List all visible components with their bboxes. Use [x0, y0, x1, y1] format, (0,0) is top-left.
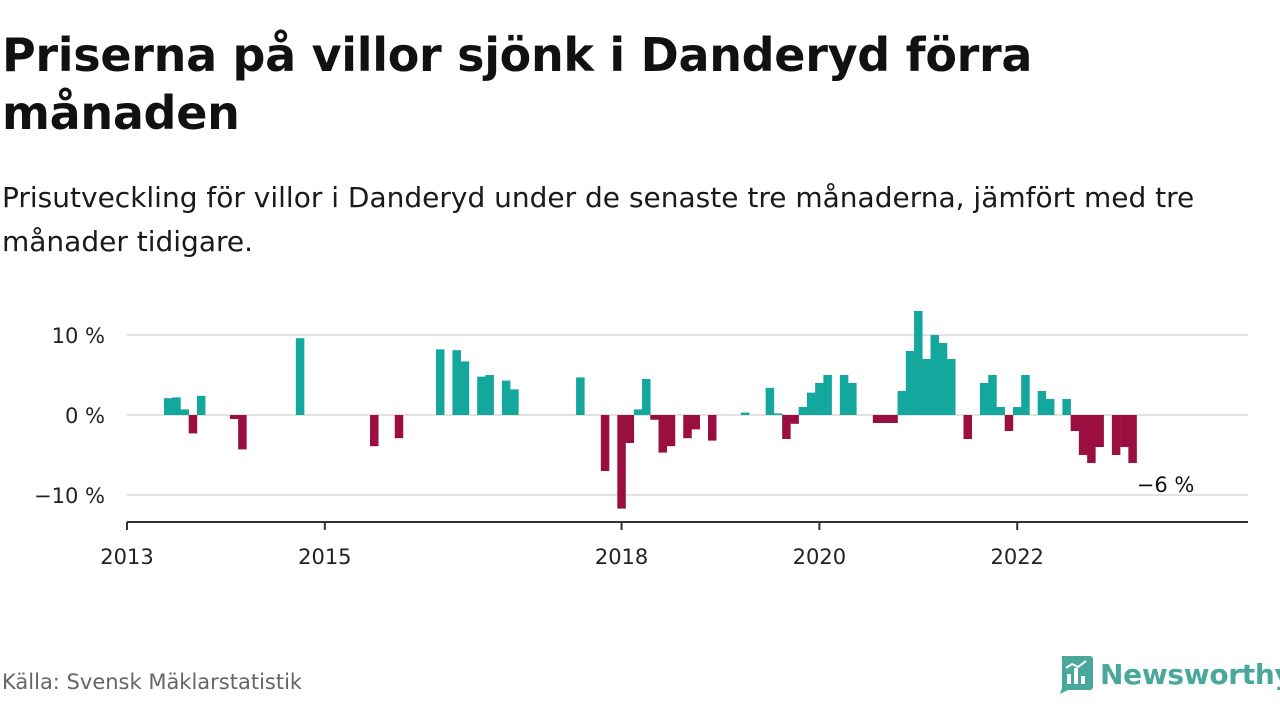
bar: [172, 397, 181, 415]
bar: [914, 311, 923, 415]
bar: [238, 415, 247, 450]
bar: [435, 349, 445, 415]
bars: [163, 311, 1137, 509]
bar: [798, 407, 808, 415]
y-axis: 10 % 0 % −10 %: [34, 324, 105, 508]
bar: [370, 415, 379, 447]
bar: [707, 415, 717, 441]
bar: [650, 415, 659, 420]
bar: [188, 415, 198, 434]
bar: [881, 415, 890, 423]
x-axis: 2013 2015 2018 2020 2022: [100, 521, 1248, 569]
bar: [790, 415, 799, 424]
bar: [1087, 415, 1096, 463]
bar: [773, 413, 783, 415]
bar: [765, 387, 775, 415]
bar-chart: 10 % 0 % −10 % 2013 2015 2018 2020 2022 −6 %: [34, 311, 1248, 569]
bar: [1004, 415, 1014, 431]
bar: [782, 415, 791, 439]
bar: [642, 379, 651, 415]
bar: [1120, 415, 1129, 447]
bar: [1095, 415, 1104, 447]
bar: [196, 395, 206, 415]
source-note: Källa: Svensk Mäklarstatistik: [2, 670, 303, 694]
bar: [848, 383, 857, 415]
bar: [963, 415, 972, 439]
x-tick-label: 2020: [793, 545, 846, 569]
bar: [996, 407, 1005, 415]
bar: [163, 398, 173, 415]
bar: [625, 415, 635, 443]
bar: [839, 375, 849, 415]
x-tick-label: 2015: [298, 545, 351, 569]
newsworthy-logo-icon: [1060, 656, 1093, 694]
bar: [658, 415, 668, 453]
bar: [930, 335, 940, 415]
annotations: −6 %: [1137, 473, 1195, 497]
bar: [1128, 415, 1137, 463]
brand-logo: Newsworthy: [1058, 652, 1280, 696]
bar: [1037, 391, 1047, 415]
bar: [938, 343, 948, 415]
bar: [394, 415, 404, 439]
bar: [460, 361, 470, 415]
bar: [485, 375, 494, 415]
bar: [905, 351, 915, 415]
bar: [1078, 415, 1088, 455]
bar: [666, 415, 676, 447]
bar: [889, 415, 898, 423]
bar: [988, 375, 997, 415]
bar: [1045, 399, 1055, 415]
last-value-annotation: −6 %: [1137, 473, 1195, 497]
bar: [510, 389, 519, 415]
bar: [806, 392, 816, 415]
bar: [979, 383, 989, 415]
bar: [1062, 399, 1071, 415]
bar: [897, 391, 907, 415]
bar: [823, 375, 832, 415]
chart-subtitle: Prisutveckling för villor i Danderyd und…: [2, 181, 1195, 258]
x-tick-label: 2018: [595, 545, 648, 569]
bar: [922, 359, 931, 415]
bar: [452, 350, 461, 415]
bar: [815, 383, 824, 415]
bar: [1021, 375, 1030, 415]
bar: [501, 380, 511, 415]
bar: [1111, 415, 1121, 455]
y-tick-label: 10 %: [52, 324, 105, 348]
bar: [872, 415, 882, 423]
bar: [600, 415, 610, 471]
x-tick-label: 2022: [990, 545, 1043, 569]
bar: [947, 359, 956, 415]
bar: [180, 409, 189, 415]
bar: [691, 415, 700, 430]
bar: [740, 412, 750, 415]
y-tick-label: 0 %: [65, 404, 105, 428]
brand-name: Newsworthy: [1100, 657, 1280, 691]
bar: [295, 338, 305, 415]
bar: [1070, 415, 1080, 431]
bar: [617, 415, 626, 509]
bar: [477, 376, 486, 415]
bar: [683, 415, 692, 439]
bar: [1012, 407, 1022, 415]
bar: [576, 377, 585, 415]
x-tick-label: 2013: [100, 545, 153, 569]
chart-title: Priserna på villor sjönk i Danderyd förr…: [2, 28, 1033, 140]
y-tick-label: −10 %: [34, 484, 105, 508]
bar: [229, 415, 239, 419]
bar: [633, 409, 643, 415]
